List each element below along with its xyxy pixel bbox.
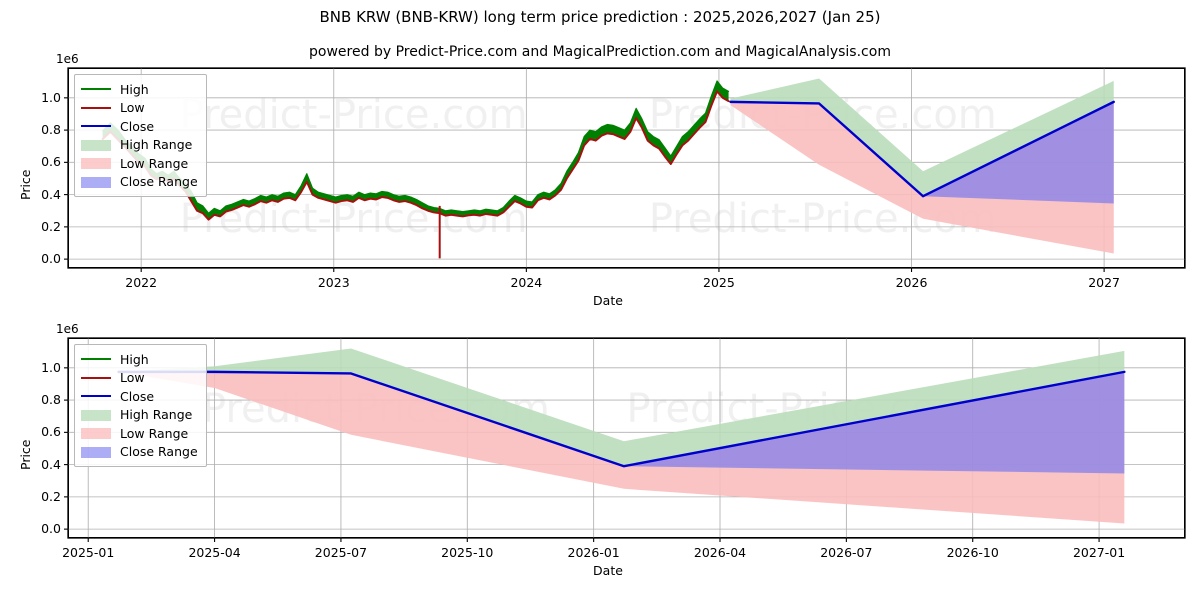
x-axis-tick-label: 2026-01: [567, 545, 620, 560]
legend-label: Close Range: [120, 174, 198, 190]
legend-label: High: [120, 351, 149, 367]
x-axis-tick-label: 2024: [510, 275, 543, 290]
legend-item-close[interactable]: Close: [81, 387, 198, 406]
forecast-low-range-band: [118, 371, 1125, 524]
x-axis-tick-label: 2023: [317, 275, 350, 290]
y-axis-tick-label: 0.4: [41, 456, 61, 472]
x-axis-tick-label: 2027-01: [1072, 545, 1126, 560]
y-axis-tick-label: 0.6: [41, 154, 61, 170]
legend-label: Close: [120, 118, 155, 134]
legend-swatch-low-icon: [81, 371, 111, 385]
page-title: BNB KRW (BNB-KRW) long term price predic…: [319, 8, 881, 26]
legend-swatch-low-range-icon: [81, 156, 111, 170]
legend-item-close[interactable]: Close: [81, 117, 198, 136]
legend-swatch-close-range-icon: [81, 445, 111, 459]
x-axis-tick-label: 2026: [895, 275, 928, 290]
forecast-high-range-band: [730, 78, 1114, 197]
y-axis-tick-label: 0.8: [41, 122, 61, 138]
y-axis-tick-label: 0.0: [41, 521, 61, 537]
legend-swatch-high-icon: [81, 82, 111, 96]
bottom-chart-legend: High Low Close High Range Low Range Close Ran…: [74, 344, 207, 467]
top-chart-legend: High Low Close High Range Low Range Close Ran…: [74, 74, 207, 197]
x-axis-tick-label: 2025-01: [62, 545, 115, 560]
y-axis-tick-label: 0.8: [41, 392, 61, 408]
y-axis-tick-label: 0.0: [41, 251, 61, 267]
legend-swatch-high-range-icon: [81, 408, 111, 422]
legend-label: Close: [120, 388, 155, 404]
legend-label: Low Range: [120, 155, 189, 171]
legend-item-close-range[interactable]: Close Range: [81, 443, 198, 462]
legend-item-close-range[interactable]: Close Range: [81, 173, 198, 192]
legend-swatch-close-icon: [81, 389, 111, 403]
bottom-x-axis-label: Date: [593, 563, 623, 578]
x-axis-tick-label: 2027: [1088, 275, 1121, 290]
forecast-high-range-band: [118, 348, 1125, 467]
x-axis-tick-label: 2025-04: [188, 545, 241, 560]
top-chart-panel: Predict-Price.com Predict-Price.com Predic…: [64, 67, 1186, 272]
legend-item-low[interactable]: Low: [81, 99, 198, 118]
top-y-offset-label: 1e6: [56, 52, 79, 66]
legend-item-low-range[interactable]: Low Range: [81, 154, 198, 173]
legend-label: High Range: [120, 407, 193, 423]
legend-item-low-range[interactable]: Low Range: [81, 424, 198, 443]
forecast-low-range-band: [730, 101, 1114, 254]
legend-item-high[interactable]: High: [81, 350, 198, 369]
legend-label: Low: [120, 370, 145, 386]
legend-item-high-range[interactable]: High Range: [81, 136, 198, 155]
watermark-text: Predict-Price.com: [180, 92, 528, 138]
x-axis-tick-label: 2025: [703, 275, 735, 290]
legend-item-high[interactable]: High: [81, 80, 198, 99]
y-axis-tick-label: 0.2: [41, 218, 61, 234]
legend-item-low[interactable]: Low: [81, 369, 198, 388]
plot-border: [67, 337, 1186, 539]
legend-swatch-high-range-icon: [81, 138, 111, 152]
legend-swatch-high-icon: [81, 352, 111, 366]
x-axis-tick-label: 2026-04: [693, 545, 747, 560]
x-axis-tick-label: 2026-07: [820, 545, 873, 560]
legend-label: Low Range: [120, 425, 189, 441]
y-axis-tick-label: 0.2: [41, 488, 61, 504]
forecast-close-range-band: [118, 371, 1125, 474]
x-axis-tick-label: 2025-10: [441, 545, 494, 560]
legend-swatch-low-range-icon: [81, 426, 111, 440]
legend-swatch-low-icon: [81, 101, 111, 115]
y-axis-tick-label: 0.6: [41, 424, 61, 440]
y-axis-tick-label: 1.0: [41, 359, 61, 375]
bottom-y-offset-label: 1e6: [56, 322, 79, 336]
history-high-line: [102, 80, 730, 214]
x-axis-tick-label: 2026-10: [946, 545, 999, 560]
forecast-close-range-band: [730, 101, 1114, 204]
watermark-text: Predict-Price.com: [180, 196, 528, 242]
page-subtitle: powered by Predict-Price.com and Magical…: [309, 44, 891, 60]
y-axis-tick-label: 1.0: [41, 89, 61, 105]
history-low-line: [101, 90, 730, 221]
legend-swatch-close-icon: [81, 119, 111, 133]
legend-swatch-close-range-icon: [81, 175, 111, 189]
x-axis-tick-label: 2025-07: [314, 545, 368, 560]
forecast-close-line: [729, 100, 1115, 198]
legend-label: Low: [120, 100, 145, 116]
top-x-axis-label: Date: [593, 293, 623, 308]
legend-label: High: [120, 81, 149, 97]
x-axis-tick-label: 2022: [125, 275, 158, 290]
plot-border: [67, 67, 1186, 269]
y-axis-tick-label: 0.4: [41, 186, 61, 202]
legend-item-high-range[interactable]: High Range: [81, 406, 198, 425]
legend-label: High Range: [120, 137, 193, 153]
legend-label: Close Range: [120, 444, 198, 460]
